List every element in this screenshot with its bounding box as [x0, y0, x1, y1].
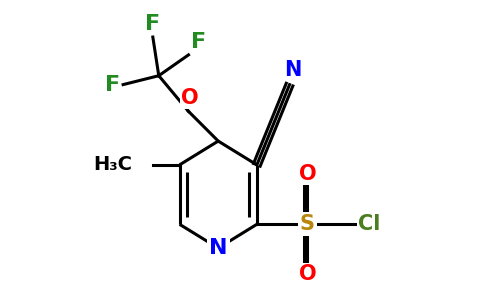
Text: F: F: [105, 75, 120, 94]
Text: O: O: [299, 264, 316, 284]
Text: Cl: Cl: [358, 214, 380, 234]
Text: S: S: [300, 214, 315, 234]
Text: N: N: [284, 60, 301, 80]
Text: H₃C: H₃C: [93, 155, 132, 174]
Text: F: F: [145, 14, 160, 34]
Text: N: N: [209, 238, 227, 258]
Text: O: O: [299, 164, 316, 184]
Text: O: O: [181, 88, 199, 108]
Text: F: F: [192, 32, 207, 52]
